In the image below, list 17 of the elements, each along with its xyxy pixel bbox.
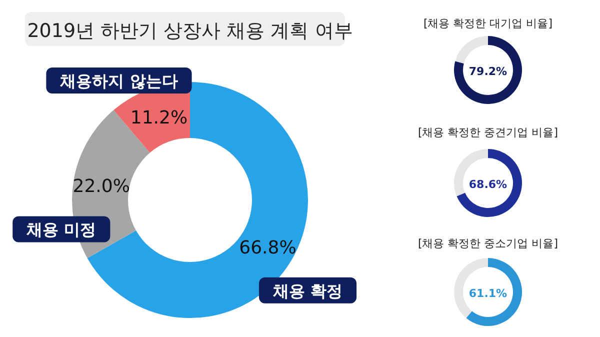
chart-title: [채용 확정한 중소기업 비율] <box>418 237 558 250</box>
donut-slice <box>454 36 522 104</box>
data-label: 61.1% <box>468 287 508 300</box>
data-label: 66.8% <box>239 237 296 258</box>
data-label: 68.6% <box>468 178 508 191</box>
slice-label: 채용 미정 <box>26 220 96 240</box>
data-label: 79.2% <box>468 65 508 78</box>
slice-label: 채용 확정 <box>272 281 343 300</box>
donut-slice <box>456 149 522 217</box>
data-label: 22.0% <box>72 176 130 198</box>
chart-title: 2019년 하반기 상장사 채용 계획 여부 <box>27 20 353 42</box>
chart-title: [채용 확정한 중견기업 비율] <box>418 126 558 139</box>
chart-title: [채용 확정한 대기업 비율] <box>423 17 553 30</box>
data-label: 11.2% <box>130 108 188 129</box>
slice-label: 채용하지 않는다 <box>59 72 178 91</box>
donut-slice <box>466 258 522 326</box>
donut-slice <box>455 36 488 64</box>
